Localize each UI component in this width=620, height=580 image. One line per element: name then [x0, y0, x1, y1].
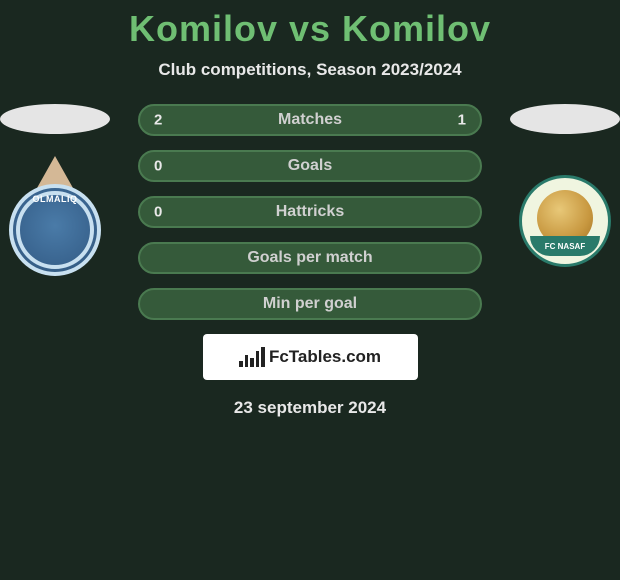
stat-label: Matches [278, 111, 342, 129]
nasaf-logo-icon: FC NASAF [519, 175, 611, 267]
left-badge-area: OLMALIQ [0, 104, 110, 276]
stat-right-value: 1 [458, 112, 466, 129]
subtitle: Club competitions, Season 2023/2024 [0, 60, 620, 80]
stat-left-value: 2 [154, 112, 162, 129]
olmaliq-logo-text: OLMALIQ [33, 194, 78, 204]
stat-left-value: 0 [154, 158, 162, 175]
footer-brand: FcTables.com [203, 334, 418, 380]
stat-row: 2 Matches 1 [138, 104, 482, 136]
date-text: 23 september 2024 [0, 398, 620, 418]
fctables-chart-icon [239, 347, 265, 367]
right-badge-area: FC NASAF [510, 104, 620, 276]
left-club-logo: OLMALIQ [5, 156, 105, 276]
stat-row: Min per goal [138, 288, 482, 320]
right-club-logo: FC NASAF [515, 156, 615, 276]
nasaf-logo-text: FC NASAF [530, 236, 600, 256]
stat-left-value: 0 [154, 204, 162, 221]
stat-row: Goals per match [138, 242, 482, 274]
stat-label: Hattricks [276, 203, 344, 221]
stat-label: Min per goal [263, 295, 357, 313]
main-area: OLMALIQ FC NASAF 2 Matches 1 0 Goals [0, 104, 620, 418]
stat-row: 0 Goals [138, 150, 482, 182]
stat-label: Goals [288, 157, 332, 175]
page-container: Komilov vs Komilov Club competitions, Se… [0, 0, 620, 418]
right-ellipse [510, 104, 620, 134]
stat-row: 0 Hattricks [138, 196, 482, 228]
left-ellipse [0, 104, 110, 134]
stat-label: Goals per match [247, 249, 372, 267]
stats-list: 2 Matches 1 0 Goals 0 Hattricks Goals pe… [138, 104, 482, 320]
page-title: Komilov vs Komilov [0, 8, 620, 50]
olmaliq-logo-icon: OLMALIQ [5, 156, 105, 276]
footer-brand-text: FcTables.com [269, 347, 381, 367]
